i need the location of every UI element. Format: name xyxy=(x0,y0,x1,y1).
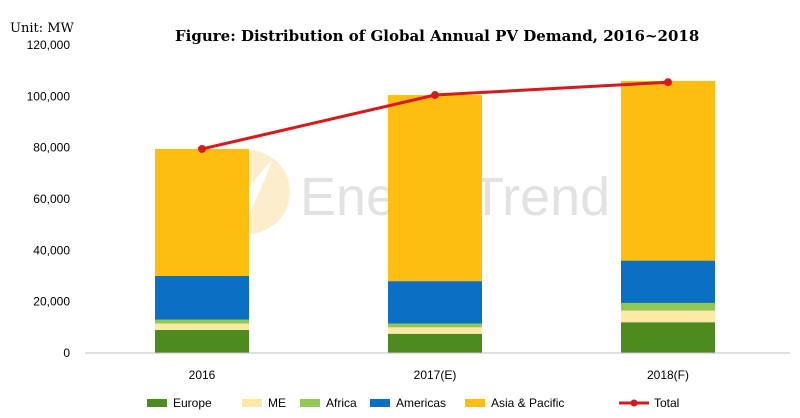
total-line xyxy=(198,78,672,153)
bar-segment-asia-pacific xyxy=(388,95,482,282)
x-tick-label: 2017(E) xyxy=(414,368,457,382)
bar-segment-me xyxy=(388,327,482,334)
legend-item: Europe xyxy=(147,396,212,410)
legend-label: Total xyxy=(654,396,679,410)
bar-segment-asia-pacific xyxy=(155,148,249,276)
y-tick-label: 80,000 xyxy=(33,141,70,155)
bar-segment-africa xyxy=(621,302,715,311)
bar-segment-africa xyxy=(388,323,482,328)
bar-segment-americas xyxy=(155,276,249,320)
legend-label: Americas xyxy=(396,396,446,410)
legend-item: Asia & Pacific xyxy=(465,396,564,410)
x-tick-label: 2016 xyxy=(189,368,216,382)
bar-segment-me xyxy=(621,310,715,323)
legend-label: Africa xyxy=(326,396,357,410)
legend-item: Africa xyxy=(300,396,357,410)
bar-segment-me xyxy=(155,323,249,330)
bar-segment-americas xyxy=(621,260,715,303)
legend-item: ME xyxy=(242,396,286,410)
y-axis: 0 20,000 40,000 60,000 80,000 100,000 120,000 xyxy=(27,38,71,360)
y-tick-label: 120,000 xyxy=(27,38,71,52)
bars xyxy=(155,80,715,353)
total-point xyxy=(431,91,439,100)
chart-title: Figure: Distribution of Global Annual PV… xyxy=(175,27,699,45)
total-point xyxy=(198,144,206,153)
unit-label: Unit: MW xyxy=(10,21,75,36)
y-tick-label: 60,000 xyxy=(33,192,70,206)
legend-marker xyxy=(630,399,638,407)
y-tick-label: 100,000 xyxy=(27,89,71,103)
legend-swatch xyxy=(242,399,262,407)
legend-item: Americas xyxy=(370,396,446,410)
total-point xyxy=(664,78,672,87)
legend-swatch xyxy=(300,399,320,407)
y-tick-label: 40,000 xyxy=(33,243,70,257)
legend: Europe ME Africa Americas Asia & Pacific Tota… xyxy=(147,396,679,410)
legend-label: ME xyxy=(268,396,286,410)
y-tick-label: 0 xyxy=(63,346,70,360)
legend-label: Europe xyxy=(173,396,212,410)
legend-label: Asia & Pacific xyxy=(491,396,564,410)
x-axis: 2016 2017(E) 2018(F) xyxy=(85,352,790,382)
bar-segment-europe xyxy=(621,322,715,353)
bar-segment-africa xyxy=(155,319,249,324)
legend-item: Total xyxy=(619,396,679,410)
legend-swatch xyxy=(465,399,485,407)
y-tick-label: 20,000 xyxy=(33,295,70,309)
bar-segment-europe xyxy=(155,329,249,353)
bar-segment-europe xyxy=(388,333,482,353)
legend-swatch xyxy=(147,399,167,407)
x-tick-label: 2018(F) xyxy=(647,368,689,382)
bar-segment-asia-pacific xyxy=(621,80,715,261)
bar-segment-americas xyxy=(388,281,482,324)
legend-swatch xyxy=(370,399,390,407)
